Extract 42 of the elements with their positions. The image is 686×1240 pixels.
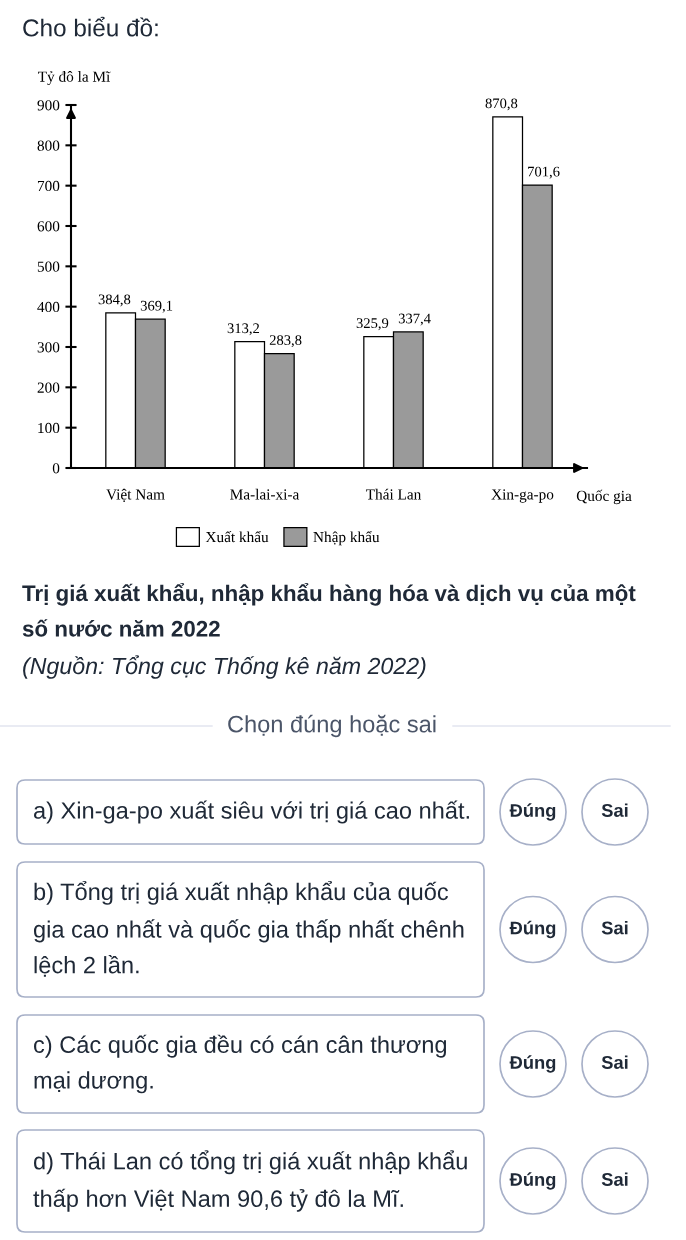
text: (Nguồn: Tổng cục Thống kê năm 2022) xyxy=(23,655,426,679)
text: Cho biểu đồ: xyxy=(23,16,158,37)
y-tick-label: 500 xyxy=(37,261,60,272)
text: c) Các quốc gia đều có cán cân thương mại dương. xyxy=(34,1034,447,1094)
data-label: 283,8 xyxy=(269,335,302,348)
data-label: 701,6 xyxy=(528,166,560,179)
text: Trị giá xuất khẩu, nhập khẩu hàng hóa và dịch vụ của một số nước năm 2022 xyxy=(22,582,636,637)
text: Đúng xyxy=(509,920,556,939)
text: b) Tổng trị giá xuất nhập khẩu của quốc gia cao nhất và quốc gia thấp nhất chênh lệch 2 lần. xyxy=(33,880,464,977)
text: Sai xyxy=(601,920,628,935)
data-label: 337,4 xyxy=(398,313,431,326)
y-tick-label: 0 xyxy=(52,463,60,474)
y-tick-label: 100 xyxy=(38,422,60,434)
x-axis-title: Quốc gia xyxy=(576,489,632,505)
data-label: 369,1 xyxy=(140,300,173,313)
text: Đúng xyxy=(509,1172,556,1190)
text: a) Xin-ga-po xuất siêu với trị giá cao nhất. xyxy=(34,800,469,824)
x-tick-label: Xin-ga-po xyxy=(491,489,554,503)
text: Đúng xyxy=(509,803,556,821)
text: Chọn đúng hoặc sai xyxy=(228,714,436,738)
data-label: 384,8 xyxy=(98,294,131,307)
y-tick-label: 200 xyxy=(37,382,60,393)
text: Sai xyxy=(601,803,628,817)
text: d) Thái Lan có tổng trị giá xuất nhập khẩu thấp hơn Việt Nam 90,6 tỷ đô la Mĩ. xyxy=(33,1150,467,1212)
x-tick-label: Thái Lan xyxy=(365,488,422,500)
y-tick-label: 700 xyxy=(37,180,60,192)
y-tick-label: 800 xyxy=(37,140,60,151)
data-label: 313,2 xyxy=(227,323,260,336)
y-tick-label: 900 xyxy=(37,100,60,111)
x-tick-label: Việt Nam xyxy=(106,488,165,502)
data-label: 870,8 xyxy=(485,98,518,111)
x-tick-label: Ma-lai-xi-a xyxy=(230,488,300,500)
legend-label: Xuất khẩu xyxy=(205,530,269,543)
text: Đúng xyxy=(509,1055,556,1073)
y-tick-label: 600 xyxy=(37,221,60,232)
text: Sai xyxy=(601,1172,628,1186)
y-axis-title: Tỷ đô la Mĩ xyxy=(38,71,111,85)
data-label: 325,9 xyxy=(356,318,389,331)
legend-label: Nhập khẩu xyxy=(313,530,380,546)
y-tick-label: 300 xyxy=(37,342,60,353)
y-tick-label: 400 xyxy=(37,301,60,313)
text: Sai xyxy=(601,1055,628,1069)
